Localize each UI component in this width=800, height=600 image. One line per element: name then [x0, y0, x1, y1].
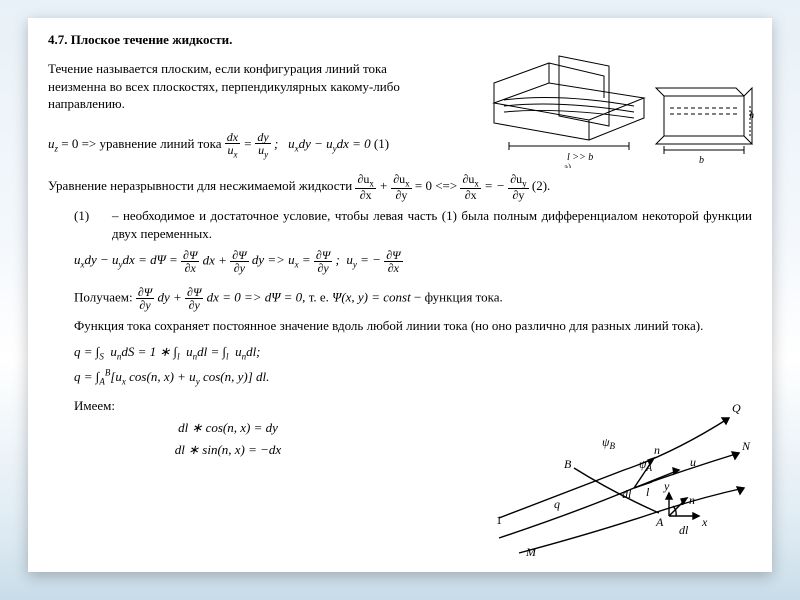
equation-result: Получаем: ∂Ψ∂y dy + ∂Ψ∂y dx = 0 => dΨ = …	[48, 286, 752, 311]
equation-flux-1: q = ∫S undS = 1 ∗ ∫l undl = ∫l undl;	[48, 344, 752, 362]
lbl-n2: n	[689, 493, 695, 507]
equation-dpsi: uxdy − uydx = dΨ = ∂Ψ∂x dx + ∂Ψ∂y dy => …	[48, 249, 752, 274]
diagram-flow-planes: l >> b a) b h b>>h б)	[489, 48, 754, 168]
document-page: 4.7. Плоское течение жидкости. Течение н…	[28, 18, 772, 572]
label-h: h	[750, 110, 755, 120]
lbl-Q: Q	[732, 401, 741, 415]
equation-dl-2: dl ∗ sin(n, x) = −dx	[48, 442, 408, 458]
lbl-M: M	[525, 545, 537, 558]
label-b-dim: b	[699, 155, 704, 166]
lbl-y: y	[663, 479, 670, 493]
lbl-n: n	[654, 443, 660, 457]
intro-paragraph: Течение называется плоским, если конфигу…	[48, 60, 408, 113]
lbl-u: u	[690, 455, 696, 469]
continuity-equation: Уравнение неразрывности для несжимаемой …	[48, 173, 752, 201]
lbl-1: 1	[496, 513, 502, 527]
diagram-streamlines: Q u n ψB B l dl N ψA A y x n dl M q 1	[494, 398, 754, 558]
stream-function-note: Функция тока сохраняет постоянное значен…	[48, 317, 752, 335]
lbl-A: A	[655, 515, 664, 529]
lbl-q: q	[554, 497, 560, 511]
lbl-psiB: ψB	[602, 435, 615, 451]
condition-text: (1) – необходимое и достаточное условие,…	[48, 207, 752, 242]
equation-dl-1: dl ∗ cos(n, x) = dy	[48, 420, 408, 436]
lbl-N: N	[741, 439, 751, 453]
lbl-l: l	[646, 485, 650, 499]
equation-flux-2: q = ∫AB[ux cos(n, x) + uy cos(n, y)] dl.	[48, 368, 752, 387]
lbl-dl2: dl	[679, 523, 689, 537]
denom-uy: uy	[255, 144, 270, 159]
denom-ux: ux	[225, 144, 240, 159]
lbl-B: B	[564, 457, 572, 471]
lbl-x: x	[701, 515, 708, 529]
lbl-dl: dl	[622, 487, 632, 501]
label-a: a)	[564, 162, 571, 168]
section-title: 4.7. Плоское течение жидкости.	[48, 32, 752, 48]
